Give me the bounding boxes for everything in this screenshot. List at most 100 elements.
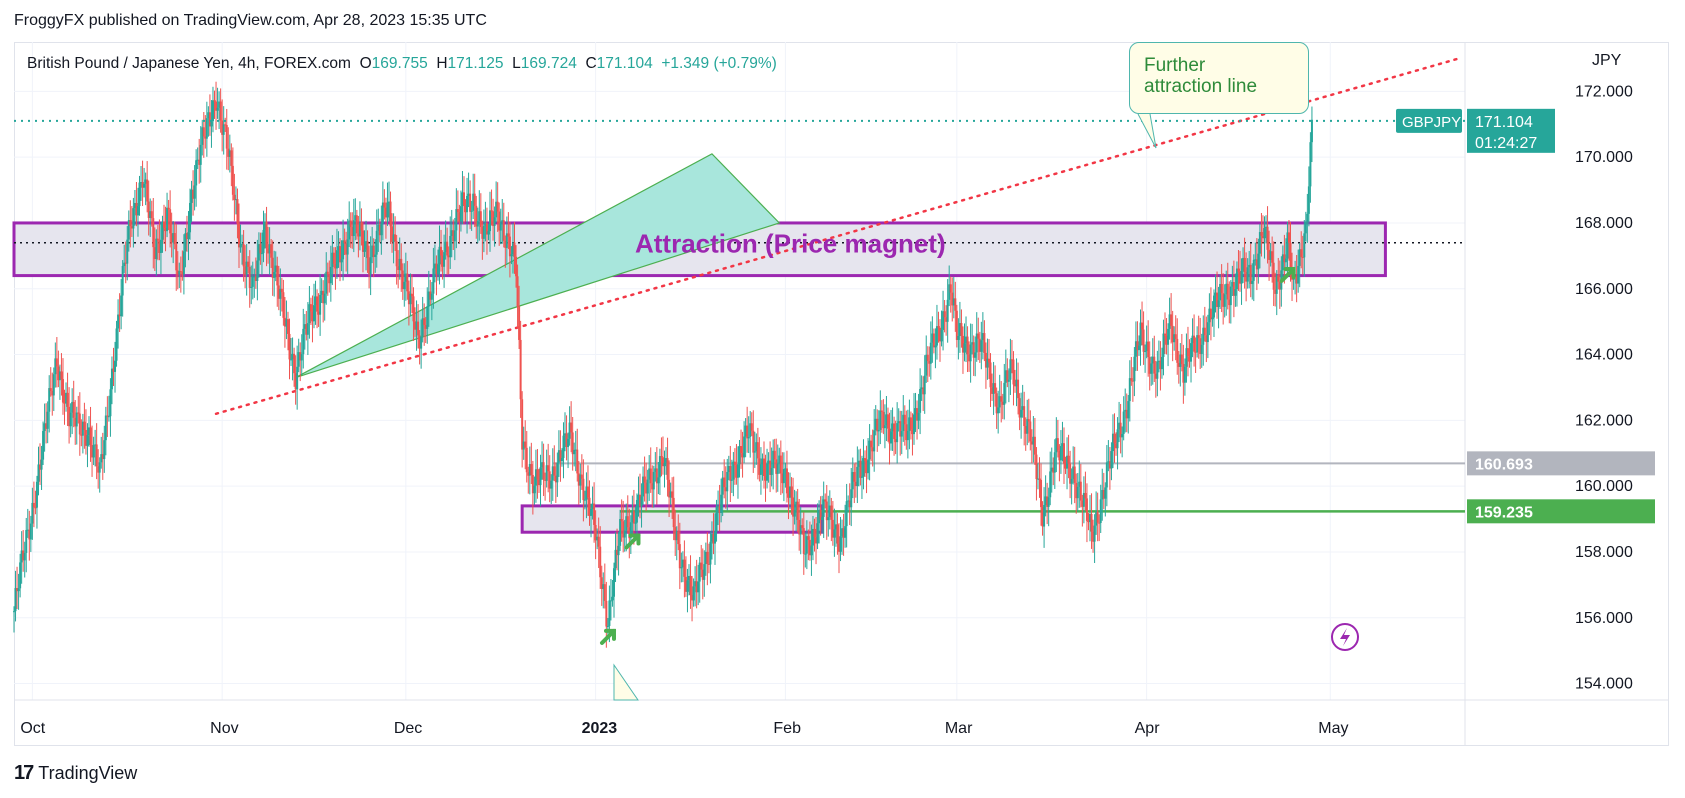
candle-body: [547, 465, 550, 472]
candle-body: [1148, 357, 1151, 374]
candle-body: [1214, 292, 1217, 296]
candle-body: [74, 417, 77, 427]
candle-body: [1235, 268, 1238, 290]
candle-body: [1275, 275, 1278, 294]
x-tick-label: May: [1318, 720, 1348, 737]
legend-l-label: L: [512, 55, 521, 72]
candle-body: [1154, 373, 1157, 379]
candle-body: [268, 244, 271, 254]
candle-body: [1134, 341, 1137, 357]
candle-body: [537, 479, 540, 486]
candle-body: [426, 306, 429, 329]
candle-body: [127, 220, 130, 240]
candle-body: [665, 458, 668, 463]
candle-body: [888, 428, 891, 444]
further-attraction-callout[interactable]: Further attraction line: [1129, 42, 1309, 114]
candle-body: [150, 211, 153, 219]
candle-body: [507, 233, 510, 237]
candle-body: [1206, 322, 1209, 343]
candle-body: [1017, 379, 1020, 399]
candle-body: [946, 299, 949, 322]
candle-body: [136, 206, 139, 216]
candle-body: [23, 552, 26, 561]
candle-body: [1246, 267, 1249, 282]
candle-body: [666, 458, 669, 480]
candle-body: [31, 502, 34, 524]
candle-body: [844, 526, 847, 538]
candle-body: [1136, 341, 1139, 351]
candle-body: [899, 421, 902, 437]
candle-body: [173, 233, 176, 245]
candle-body: [380, 223, 383, 236]
candle-body: [867, 459, 870, 474]
candle-body: [175, 244, 178, 271]
candle-body: [314, 296, 317, 306]
candle-body: [1306, 213, 1309, 222]
candle-body: [824, 499, 827, 502]
candle-body: [684, 576, 687, 592]
candle-body: [280, 288, 283, 293]
candle-body: [612, 568, 615, 597]
candle-body: [585, 486, 588, 500]
candle-body: [1171, 325, 1174, 343]
candle-body: [49, 388, 52, 391]
candle-body: [524, 441, 527, 448]
candle-body: [1006, 370, 1009, 382]
candle-body: [230, 150, 233, 166]
candle-body: [778, 455, 781, 464]
candle-body: [1156, 361, 1159, 379]
candle-body: [60, 371, 63, 380]
candle-body: [329, 266, 332, 284]
candle-body: [1127, 401, 1130, 419]
candle-body: [1111, 433, 1114, 452]
candle-body: [273, 272, 276, 278]
candle-body: [646, 479, 649, 494]
candle-body: [983, 333, 986, 353]
candle-body: [1092, 531, 1095, 542]
candle-body: [441, 255, 444, 267]
candle-body: [611, 596, 614, 601]
symbol-tag: [1396, 108, 1462, 133]
price-chart[interactable]: 154.000 156.000 158.000 160.000 162.000 164.0…: [0, 0, 1685, 760]
candle-body: [1124, 409, 1127, 412]
candle-body: [902, 414, 905, 432]
candle-body: [103, 440, 106, 460]
candle-body: [669, 491, 672, 498]
candle-body: [596, 536, 599, 541]
candle-body: [192, 189, 195, 199]
candle-body: [172, 233, 175, 243]
candle-body: [320, 290, 323, 295]
candle-body: [784, 468, 787, 470]
candle-body: [43, 423, 46, 432]
candle-body: [115, 328, 118, 361]
candle-body: [560, 458, 563, 462]
candle-body: [738, 446, 741, 465]
candle-body: [1056, 438, 1059, 451]
candle-body: [551, 466, 554, 481]
candle-body: [559, 450, 562, 462]
candle-body: [492, 211, 495, 227]
candle-body: [576, 449, 579, 474]
lower-callout-pointer: [613, 663, 639, 701]
candle-body: [750, 423, 753, 431]
candle-body: [553, 466, 556, 476]
candle-body: [570, 422, 573, 433]
tradingview-brand[interactable]: 17 TradingView: [14, 762, 137, 785]
candle-body: [906, 430, 909, 441]
candle-body: [1245, 271, 1248, 282]
candle-body: [22, 550, 25, 561]
candle-body: [363, 249, 366, 252]
chart-frame[interactable]: [14, 42, 1669, 746]
candle-body: [1061, 443, 1064, 447]
candle-body: [1029, 421, 1032, 442]
candle-body: [179, 271, 182, 273]
candle-body: [282, 292, 285, 318]
candle-body: [932, 333, 935, 348]
y-tick-label: 168.000: [1575, 215, 1633, 232]
candle-body: [825, 501, 828, 521]
candle-body: [17, 588, 20, 592]
candle-body: [718, 506, 721, 513]
candle-body: [478, 211, 481, 221]
candle-body: [357, 233, 360, 237]
candle-body: [631, 511, 634, 523]
